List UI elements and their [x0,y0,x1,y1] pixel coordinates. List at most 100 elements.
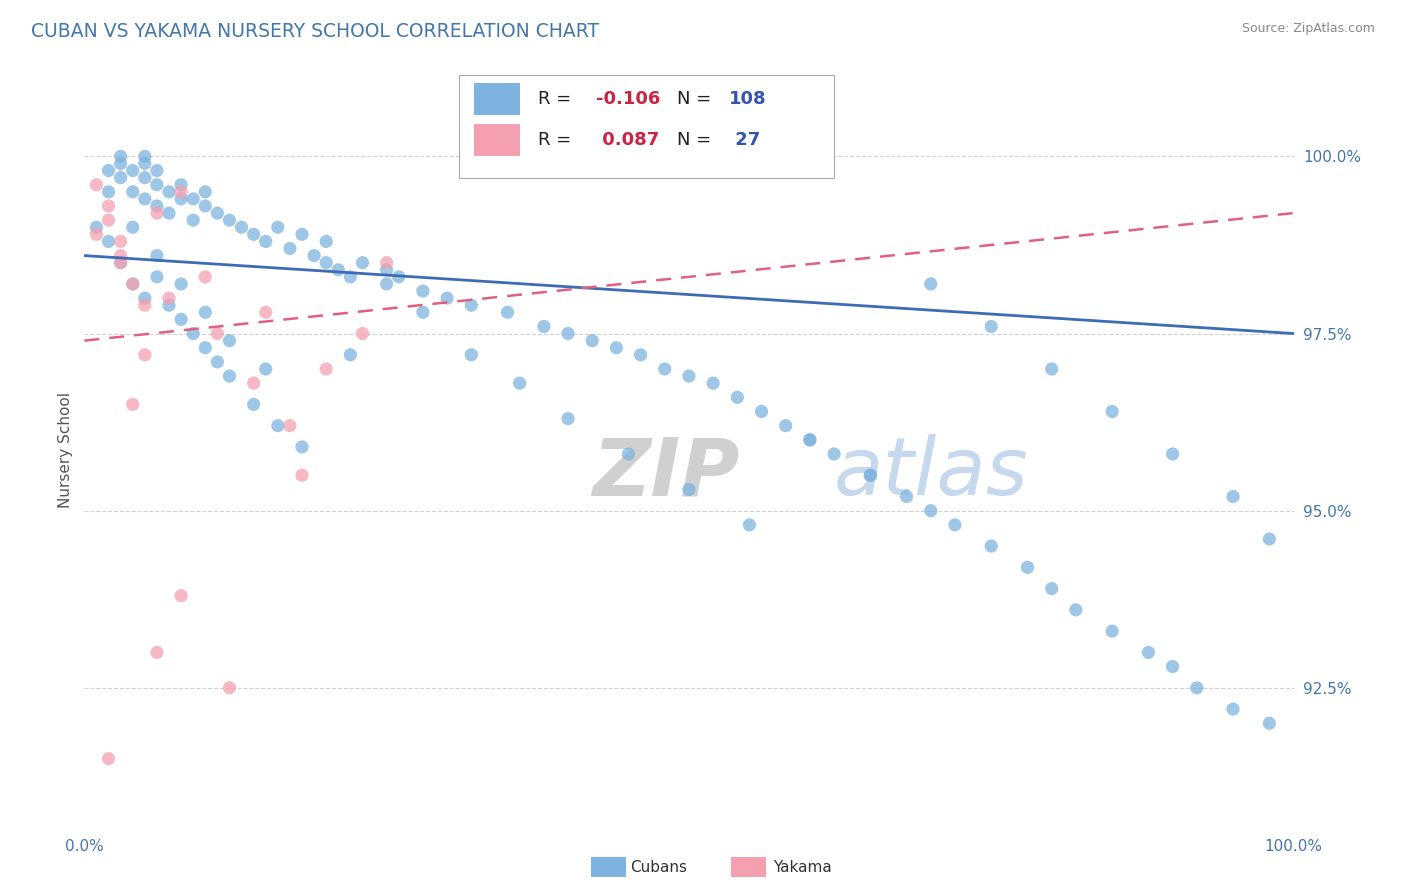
Text: Source: ZipAtlas.com: Source: ZipAtlas.com [1241,22,1375,36]
Point [412,284,434,298]
Point [146,269,169,284]
Point [920,504,942,518]
Text: 0.087: 0.087 [596,130,659,149]
Point [302,249,325,263]
Point [339,348,361,362]
Point [388,269,411,284]
Point [1101,404,1123,418]
Point [291,468,314,483]
Point [678,369,700,384]
Point [896,490,918,504]
Text: Yakama: Yakama [773,860,832,874]
Point [218,681,240,695]
Point [278,242,301,256]
Point [157,291,180,305]
Point [315,235,337,249]
Text: R =: R = [538,90,576,109]
Point [97,163,120,178]
Point [97,213,120,227]
Point [207,206,229,220]
Point [134,348,156,362]
Point [97,752,120,766]
Point [605,341,627,355]
Point [1101,624,1123,639]
Point [436,291,458,305]
Point [630,348,652,362]
Text: Cubans: Cubans [630,860,688,874]
Point [859,468,882,483]
Text: 27: 27 [728,130,761,149]
FancyBboxPatch shape [460,75,834,178]
Point [242,376,264,391]
Point [254,235,277,249]
Text: ZIP: ZIP [592,434,740,512]
Point [170,277,193,291]
Y-axis label: Nursery School: Nursery School [58,392,73,508]
Point [194,269,217,284]
Point [146,645,169,659]
Point [194,305,217,319]
Point [1040,582,1063,596]
Point [231,220,253,235]
Point [1064,603,1087,617]
Point [97,235,120,249]
Text: CUBAN VS YAKAMA NURSERY SCHOOL CORRELATION CHART: CUBAN VS YAKAMA NURSERY SCHOOL CORRELATI… [31,22,599,41]
Point [170,185,193,199]
FancyBboxPatch shape [474,124,520,155]
Point [254,362,277,376]
Point [194,185,217,199]
Point [291,227,314,242]
Point [738,517,761,532]
Point [194,199,217,213]
Point [134,192,156,206]
Point [496,305,519,319]
Point [267,418,290,433]
Point [557,411,579,425]
Point [134,149,156,163]
Point [242,227,264,242]
Point [157,206,180,220]
Text: -0.106: -0.106 [596,90,661,109]
Point [146,206,169,220]
Point [943,517,966,532]
Point [328,262,350,277]
Point [218,213,240,227]
Point [110,255,132,269]
Point [207,326,229,341]
Point [278,418,301,433]
Point [291,440,314,454]
Point [121,397,143,411]
Point [146,163,169,178]
Point [1222,490,1244,504]
Point [170,192,193,206]
Point [134,156,156,170]
Point [1017,560,1039,574]
Point [97,185,120,199]
Point [170,178,193,192]
Point [375,262,398,277]
Point [375,255,398,269]
Point [194,341,217,355]
Point [751,404,773,418]
Point [181,213,204,227]
FancyBboxPatch shape [474,84,520,115]
Point [218,369,240,384]
Text: 108: 108 [728,90,766,109]
Point [799,433,821,447]
Point [121,163,143,178]
Point [254,305,277,319]
Point [121,185,143,199]
Point [110,235,132,249]
Point [242,397,264,411]
Point [110,149,132,163]
Point [110,255,132,269]
Point [1258,716,1281,731]
Point [1161,447,1184,461]
Point [799,433,821,447]
Point [460,348,482,362]
Point [134,291,156,305]
Point [134,298,156,312]
Point [980,539,1002,553]
Point [460,298,482,312]
Point [86,220,108,235]
